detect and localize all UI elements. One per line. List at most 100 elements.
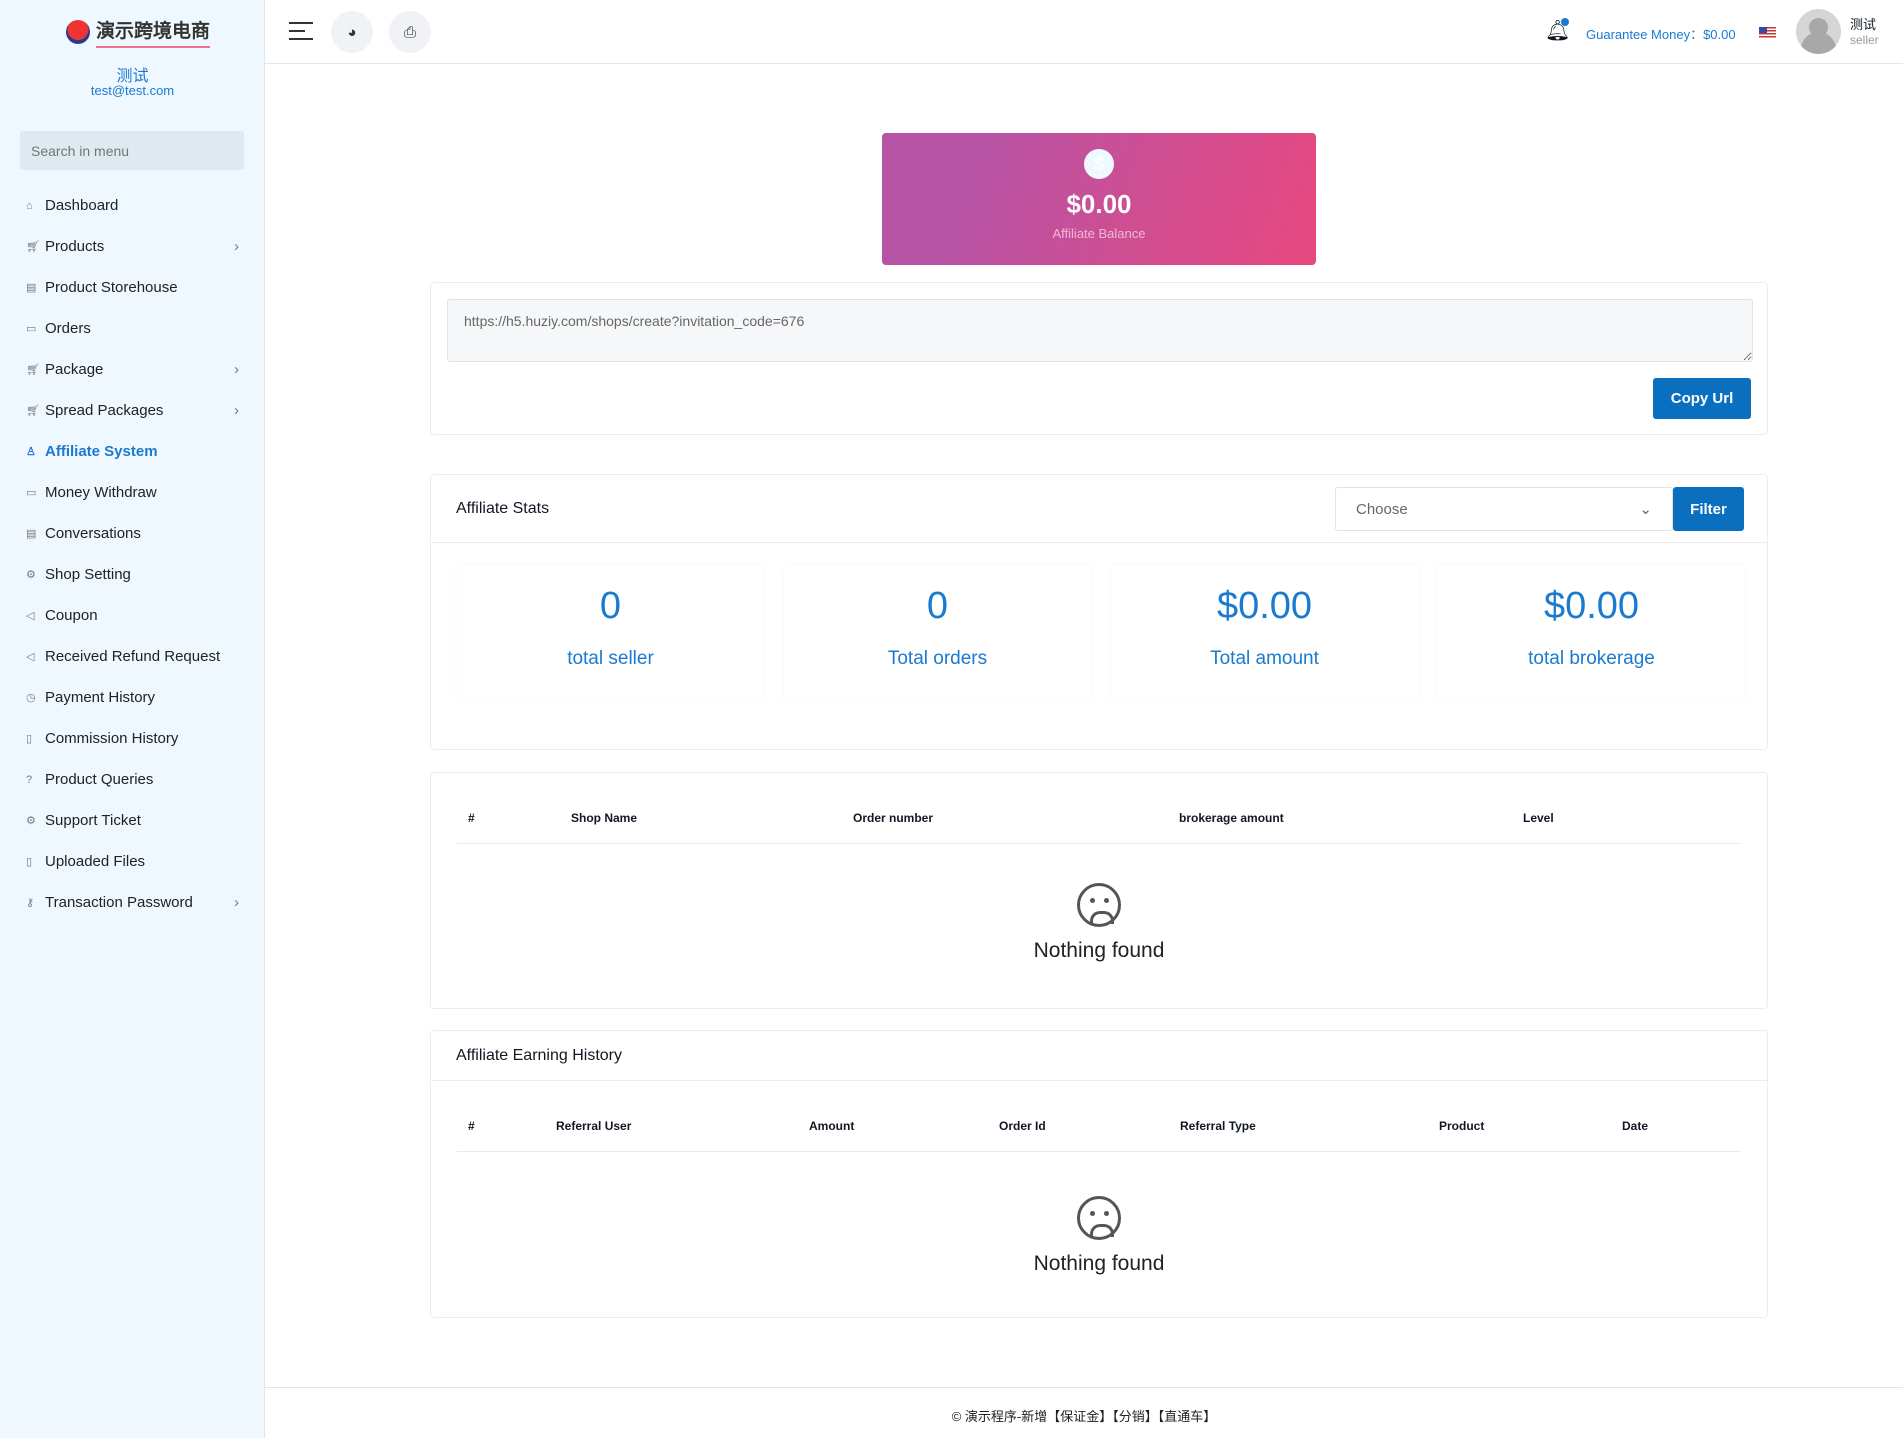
sidebar-item-spread-packages[interactable]: 🛒︎ Spread Packages › (0, 390, 265, 431)
sidebar-item-label: Conversations (45, 525, 141, 542)
column-header: Date (1622, 1119, 1649, 1133)
key-icon: ⚷ (26, 897, 35, 909)
sidebar: 演示跨境电商 测试 test@test.com ⌂ Dashboard 🛒︎ Prod… (0, 0, 265, 1438)
empty-state: Nothing found (431, 1196, 1767, 1276)
logo-icon (66, 20, 90, 44)
chevron-down-icon: ⌄ (1639, 501, 1652, 518)
sidebar-item-shop-setting[interactable]: ⚙ Shop Setting (0, 554, 265, 595)
select-value: Choose (1356, 500, 1408, 518)
megaphone-icon: ◁ (26, 610, 35, 622)
balance-label: Affiliate Balance (1052, 226, 1146, 241)
column-header: Level (1523, 811, 1554, 825)
sidebar-item-label: Received Refund Request (45, 648, 221, 665)
chevron-right-icon: › (234, 894, 239, 911)
sidebar-item-label: Support Ticket (45, 812, 141, 829)
cart-icon: 🛒︎ (26, 405, 40, 417)
footer: © 演示程序-新增【保证金】【分销】【直通车】 (265, 1387, 1903, 1425)
column-header: brokerage amount (1179, 811, 1284, 825)
sidebar-item-product-queries[interactable]: ? Product Queries (0, 759, 265, 800)
sidebar-item-support-ticket[interactable]: ⚙ Support Ticket (0, 800, 265, 841)
topbar: ◕ ⎙ 🔔︎ Guarantee Money：$0.00 测试 seller (265, 0, 1903, 64)
referral-url-field[interactable]: https://h5.huziy.com/shops/create?invita… (447, 299, 1753, 362)
stat-value: $0.00 (1216, 585, 1313, 627)
money-icon: ▭ (26, 487, 37, 499)
user-name: 测试 (116, 68, 149, 85)
printer-icon: ⎙ (403, 23, 416, 41)
stat-label: Total amount (1210, 648, 1319, 669)
globe-icon: ◕ (347, 23, 357, 41)
table-header: # Shop Name Order number brokerage amount Le… (457, 803, 1741, 844)
globe-button[interactable]: ◕ (331, 11, 373, 53)
brokerage-table: # Shop Name Order number brokerage amount Le… (430, 772, 1768, 1009)
balance-amount: $0.00 (1066, 189, 1132, 219)
affiliate-stats-card: Affiliate Stats Choose ⌄ Filter 0 total se… (430, 474, 1768, 750)
filter-button[interactable]: Filter (1673, 487, 1744, 531)
stat-value: $0.00 (1543, 585, 1640, 627)
sidebar-item-label: Uploaded Files (45, 853, 146, 870)
column-header: Shop Name (571, 811, 638, 825)
stat-total-orders: 0 Total orders (784, 565, 1091, 700)
table-header: # Referral User Amount Order Id Referral Typ… (457, 1111, 1741, 1152)
profile-name[interactable]: 测试 (1850, 17, 1877, 32)
folder-icon: ▯ (26, 856, 33, 868)
sidebar-item-label: Product Storehouse (45, 279, 178, 296)
sidebar-item-label: Affiliate System (45, 443, 158, 460)
sidebar-item-product-storehouse[interactable]: ▤ Product Storehouse (0, 267, 265, 308)
money-icon: ▭ (26, 323, 37, 335)
home-icon: ⌂ (26, 199, 33, 212)
column-header: Referral Type (1180, 1119, 1256, 1133)
dollar-icon: $ (1084, 149, 1114, 179)
sidebar-item-products[interactable]: 🛒︎ Products › (0, 226, 265, 267)
sidebar-item-label: Package (45, 361, 104, 378)
sidebar-item-received-refund-request[interactable]: ◁ Received Refund Request (0, 636, 265, 677)
sidebar-item-uploaded-files[interactable]: ▯ Uploaded Files (0, 841, 265, 882)
menu-search-input[interactable] (20, 131, 244, 170)
support-icon: ⚙ (26, 815, 36, 827)
affiliate-balance-card: $ $0.00 Affiliate Balance (882, 133, 1316, 265)
sidebar-item-dashboard[interactable]: ⌂ Dashboard (0, 185, 265, 226)
sidebar-item-payment-history[interactable]: ◷ Payment History (0, 677, 265, 718)
sidebar-item-label: Orders (45, 320, 91, 337)
sidebar-item-conversations[interactable]: ▤ Conversations (0, 513, 265, 554)
sidebar-item-coupon[interactable]: ◁ Coupon (0, 595, 265, 636)
chevron-right-icon: › (234, 361, 239, 378)
chevron-right-icon: › (234, 238, 239, 255)
sidebar-menu: ⌂ Dashboard 🛒︎ Products › ▤ Product Storehouse… (0, 185, 265, 923)
sidebar-item-affiliate-system[interactable]: ♙ Affiliate System (0, 431, 265, 472)
empty-text: Nothing found (1033, 1252, 1165, 1275)
logo[interactable]: 演示跨境电商 (66, 16, 211, 48)
column-header: # (468, 811, 475, 825)
menu-toggle-icon[interactable] (289, 22, 313, 46)
sidebar-item-package[interactable]: 🛒︎ Package › (0, 349, 265, 390)
sidebar-item-transaction-password[interactable]: ⚷ Transaction Password › (0, 882, 265, 923)
column-header: Amount (809, 1119, 855, 1133)
sidebar-item-label: Shop Setting (45, 566, 131, 583)
copy-url-button[interactable]: Copy Url (1653, 378, 1751, 419)
logo-text: 演示跨境电商 (96, 16, 211, 48)
sidebar-item-commission-history[interactable]: ▯ Commission History (0, 718, 265, 759)
stat-value: 0 (926, 585, 949, 627)
user-email: test@test.com (90, 83, 175, 98)
column-header: Product (1439, 1119, 1485, 1133)
guarantee-money[interactable]: Guarantee Money：$0.00 (1586, 27, 1736, 42)
stat-total-seller: 0 total seller (457, 565, 764, 700)
notification-dot (1561, 18, 1569, 26)
sidebar-item-money-withdraw[interactable]: ▭ Money Withdraw (0, 472, 265, 513)
us-flag-icon[interactable] (1759, 27, 1776, 38)
question-icon: ? (26, 773, 33, 786)
stat-value: 0 (599, 585, 622, 627)
stat-total-brokerage: $0.00 total brokerage (1438, 565, 1745, 700)
empty-text: Nothing found (1033, 939, 1165, 962)
sidebar-item-orders[interactable]: ▭ Orders (0, 308, 265, 349)
period-select[interactable]: Choose ⌄ (1335, 487, 1673, 531)
avatar[interactable] (1796, 9, 1841, 54)
sad-face-icon (1077, 1196, 1121, 1240)
print-button[interactable]: ⎙ (389, 11, 431, 53)
sad-face-icon (1077, 883, 1121, 927)
file-icon: ▯ (26, 733, 33, 745)
column-header: Order number (853, 811, 934, 825)
user-icon: ♙ (26, 446, 36, 458)
stat-label: total seller (567, 648, 654, 669)
sidebar-item-label: Coupon (45, 607, 98, 624)
history-icon: ◷ (26, 692, 36, 704)
